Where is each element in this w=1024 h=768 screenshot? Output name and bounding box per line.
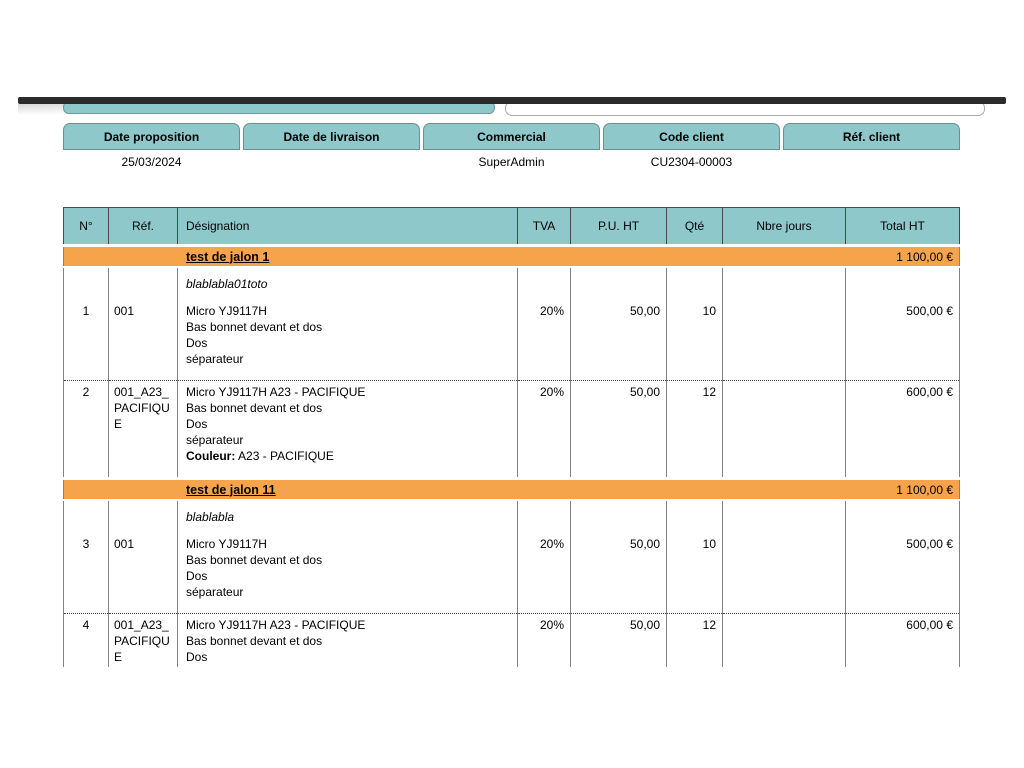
empty-cell <box>517 500 571 533</box>
cell-qty: 12 <box>666 380 723 479</box>
item-row: 3 001 Micro YJ9117H Bas bonnet devant et do… <box>63 533 960 614</box>
table-body: test de jalon 1 1 100,00 € blablabla01toto… <box>63 244 960 667</box>
group-title: test de jalon 1 <box>186 249 270 264</box>
col-header-nbre-jours: Nbre jours <box>722 207 846 246</box>
note-text: blablabla01toto <box>186 277 268 291</box>
empty-cell <box>845 267 960 300</box>
empty-cell <box>63 500 109 533</box>
group-row: test de jalon 11 1 100,00 € <box>63 477 960 501</box>
note-cell: blablabla01toto <box>177 267 518 300</box>
col-header-designation: Désignation <box>177 207 518 246</box>
empty-cell <box>63 267 109 300</box>
group-total: 1 100,00 € <box>896 482 953 497</box>
cell-num: 2 <box>63 380 109 479</box>
empty-cell <box>570 267 667 300</box>
col-header-ref: Réf. <box>108 207 178 246</box>
group-inner: test de jalon 1 1 100,00 € <box>64 247 959 266</box>
cell-ref: 001_A23_PACIFIQUE <box>108 613 178 667</box>
cell-designation: Micro YJ9117H A23 - PACIFIQUE Bas bonnet … <box>177 613 518 667</box>
color-label: Couleur: <box>186 449 236 463</box>
item-row: 2 001_A23_PACIFIQUE Micro YJ9117H A23 - PA… <box>63 380 960 479</box>
group-row: test de jalon 1 1 100,00 € <box>63 244 960 268</box>
note-row: blablabla01toto <box>63 267 960 300</box>
cell-tva: 20% <box>517 613 571 667</box>
cell-tva: 20% <box>517 300 571 381</box>
cell-pu-ht: 50,00 <box>570 380 667 479</box>
lines-table-container: N° Réf. Désignation TVA P.U. HT Qté Nbre… <box>63 207 962 667</box>
group-inner: test de jalon 11 1 100,00 € <box>64 480 959 499</box>
info-header-commercial: Commercial <box>423 123 600 150</box>
cell-designation: Micro YJ9117H Bas bonnet devant et dos Dos… <box>177 533 518 614</box>
proposal-info-header: Date proposition Date de livraison Comme… <box>63 123 960 150</box>
cell-num: 4 <box>63 613 109 667</box>
value-ref-client <box>783 150 960 175</box>
cell-nbre-jours <box>722 533 846 614</box>
cell-total-ht: 500,00 € <box>845 533 960 614</box>
cell-ref: 001_A23_PACIFIQUE <box>108 380 178 479</box>
info-header-date-proposition: Date proposition <box>63 123 240 150</box>
info-header-date-livraison: Date de livraison <box>243 123 420 150</box>
empty-cell <box>108 267 178 300</box>
empty-cell <box>108 500 178 533</box>
cell-num: 1 <box>63 300 109 381</box>
value-code-client: CU2304-00003 <box>650 155 733 169</box>
note-row: blablabla <box>63 500 960 533</box>
empty-cell <box>845 500 960 533</box>
cell-nbre-jours <box>722 613 846 667</box>
cell-total-ht: 600,00 € <box>845 613 960 667</box>
cell-pu-ht: 50,00 <box>570 613 667 667</box>
cell-designation: Micro YJ9117H A23 - PACIFIQUE Bas bonnet … <box>177 380 518 479</box>
value-commercial: SuperAdmin <box>478 155 545 169</box>
empty-cell <box>517 267 571 300</box>
col-header-qte: Qté <box>666 207 723 246</box>
cell-ref: 001 <box>108 300 178 381</box>
empty-cell <box>666 267 723 300</box>
group-cell: test de jalon 1 1 100,00 € <box>63 244 960 268</box>
cell-tva: 20% <box>517 533 571 614</box>
cell-pu-ht: 50,00 <box>570 300 667 381</box>
value-date-proposition: 25/03/2024 <box>121 155 182 169</box>
group-cell: test de jalon 11 1 100,00 € <box>63 477 960 501</box>
proposal-info-values: 25/03/2024 SuperAdmin CU2304-00003 <box>63 150 960 175</box>
note-cell: blablabla <box>177 500 518 533</box>
col-header-total-ht: Total HT <box>845 207 960 246</box>
cell-total-ht: 500,00 € <box>845 300 960 381</box>
cell-nbre-jours <box>722 380 846 479</box>
col-header-pu-ht: P.U. HT <box>570 207 667 246</box>
cell-nbre-jours <box>722 300 846 381</box>
item-row: 4 001_A23_PACIFIQUE Micro YJ9117H A23 - PA… <box>63 613 960 667</box>
item-row: 1 001 Micro YJ9117H Bas bonnet devant et do… <box>63 300 960 381</box>
empty-cell <box>722 500 846 533</box>
cell-num: 3 <box>63 533 109 614</box>
empty-cell <box>666 500 723 533</box>
proposal-lines-table: N° Réf. Désignation TVA P.U. HT Qté Nbre… <box>63 207 960 667</box>
empty-cell <box>570 500 667 533</box>
cell-pu-ht: 50,00 <box>570 533 667 614</box>
info-header-code-client: Code client <box>603 123 780 150</box>
empty-cell <box>722 267 846 300</box>
cell-tva: 20% <box>517 380 571 479</box>
info-header-ref-client: Réf. client <box>783 123 960 150</box>
note-text: blablabla <box>186 510 235 524</box>
col-header-tva: TVA <box>517 207 571 246</box>
col-header-num: N° <box>63 207 109 246</box>
table-header: N° Réf. Désignation TVA P.U. HT Qté Nbre… <box>63 207 960 246</box>
group-total: 1 100,00 € <box>896 249 953 264</box>
cell-qty: 10 <box>666 533 723 614</box>
cell-total-ht: 600,00 € <box>845 380 960 479</box>
cell-qty: 12 <box>666 613 723 667</box>
top-divider-bar <box>18 97 1006 104</box>
cell-designation: Micro YJ9117H Bas bonnet devant et dos Dos… <box>177 300 518 381</box>
value-date-livraison <box>243 150 420 175</box>
cell-qty: 10 <box>666 300 723 381</box>
group-title: test de jalon 11 <box>186 482 276 497</box>
cell-ref: 001 <box>108 533 178 614</box>
